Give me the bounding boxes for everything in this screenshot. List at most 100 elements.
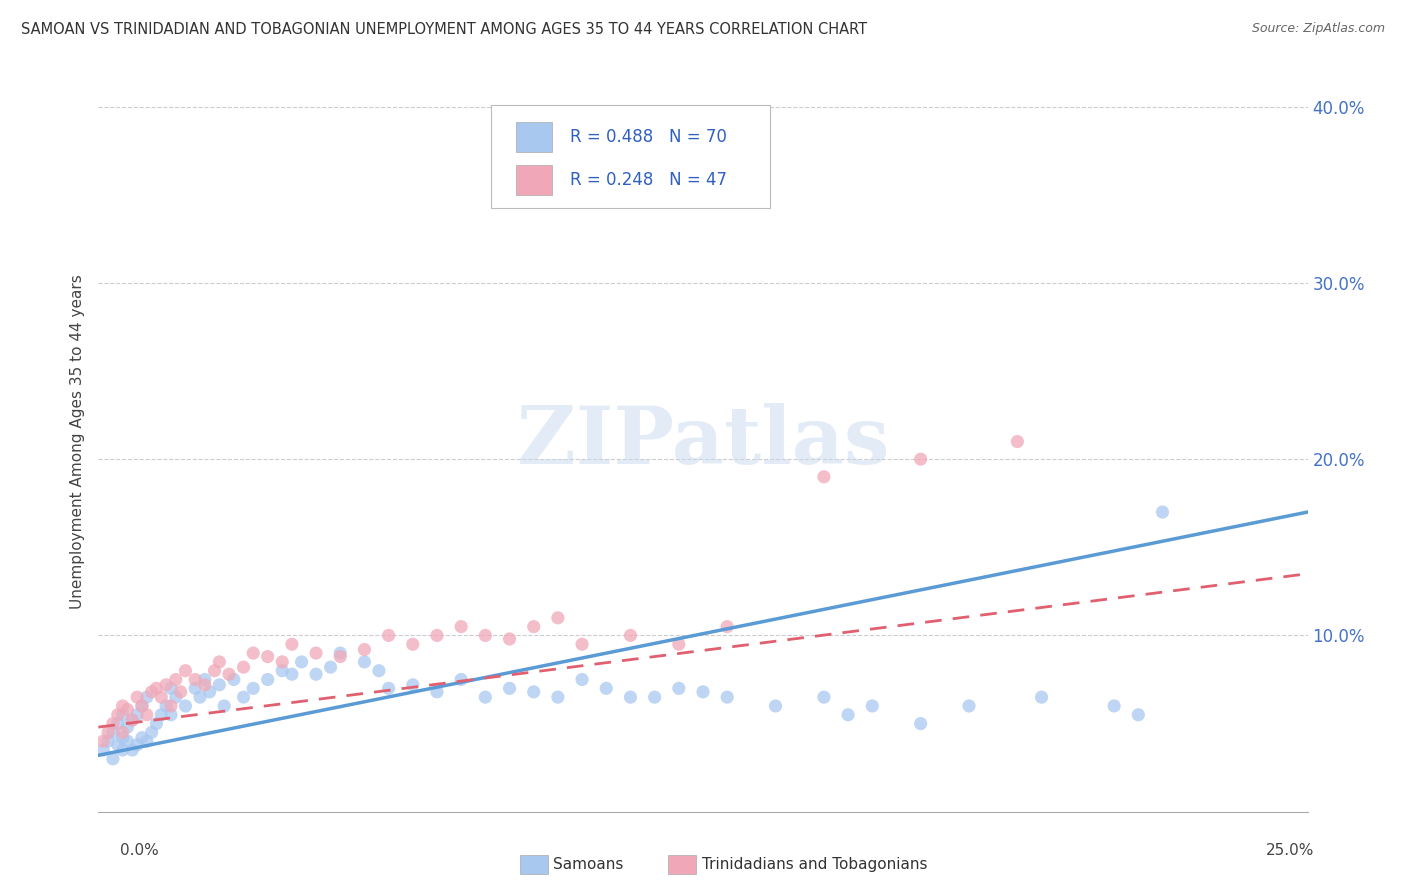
Point	[91, 743, 114, 757]
Point	[131, 698, 153, 713]
Point	[765, 698, 787, 713]
Point	[204, 664, 226, 678]
Point	[121, 713, 143, 727]
Point	[184, 673, 207, 687]
Point	[547, 611, 569, 625]
Point	[107, 738, 129, 752]
Point	[117, 720, 139, 734]
Point	[426, 628, 449, 642]
Point	[160, 681, 183, 696]
Point	[402, 637, 425, 651]
Point	[107, 716, 129, 731]
Text: SAMOAN VS TRINIDADIAN AND TOBAGONIAN UNEMPLOYMENT AMONG AGES 35 TO 44 YEARS CORR: SAMOAN VS TRINIDADIAN AND TOBAGONIAN UNE…	[21, 22, 868, 37]
Point	[194, 673, 217, 687]
Point	[121, 713, 143, 727]
Point	[150, 707, 173, 722]
Point	[150, 690, 173, 705]
Point	[208, 655, 231, 669]
Point	[184, 681, 207, 696]
Point	[111, 707, 134, 722]
Point	[1102, 698, 1125, 713]
Point	[165, 673, 187, 687]
Point	[91, 734, 114, 748]
Point	[188, 690, 211, 705]
Point	[242, 681, 264, 696]
Point	[101, 752, 124, 766]
Text: R = 0.488   N = 70: R = 0.488 N = 70	[569, 128, 727, 146]
Point	[498, 681, 520, 696]
Point	[571, 673, 593, 687]
Point	[319, 660, 342, 674]
Point	[169, 685, 191, 699]
Point	[837, 707, 859, 722]
Point	[450, 619, 472, 633]
Point	[619, 690, 641, 705]
Point	[353, 655, 375, 669]
Point	[426, 685, 449, 699]
Point	[107, 707, 129, 722]
Point	[174, 664, 197, 678]
Point	[716, 690, 738, 705]
Point	[1031, 690, 1053, 705]
Point	[111, 731, 134, 745]
Point	[813, 690, 835, 705]
Point	[131, 731, 153, 745]
Point	[813, 470, 835, 484]
Point	[595, 681, 617, 696]
Point	[135, 690, 157, 705]
Point	[1007, 434, 1029, 449]
Point	[353, 642, 375, 657]
Point	[860, 698, 883, 713]
Bar	[516, 165, 551, 195]
Text: Trinidadians and Tobagonians: Trinidadians and Tobagonians	[702, 857, 927, 871]
Point	[523, 619, 546, 633]
Point	[242, 646, 264, 660]
Point	[127, 690, 149, 705]
Point	[271, 655, 294, 669]
Point	[498, 632, 520, 646]
Point	[198, 685, 221, 699]
Point	[218, 667, 240, 681]
Point	[271, 664, 294, 678]
Text: 0.0%: 0.0%	[120, 843, 159, 858]
Point	[101, 716, 124, 731]
Point	[668, 637, 690, 651]
Point	[97, 725, 120, 739]
Point	[97, 734, 120, 748]
Point	[111, 743, 134, 757]
Point	[692, 685, 714, 699]
Point	[305, 646, 328, 660]
Y-axis label: Unemployment Among Ages 35 to 44 years: Unemployment Among Ages 35 to 44 years	[69, 274, 84, 609]
Point	[117, 734, 139, 748]
Point	[281, 637, 304, 651]
Point	[117, 702, 139, 716]
Point	[305, 667, 328, 681]
Point	[329, 649, 352, 664]
Point	[368, 664, 391, 678]
Point	[329, 646, 352, 660]
Point	[619, 628, 641, 642]
Point	[474, 690, 496, 705]
FancyBboxPatch shape	[492, 104, 769, 209]
Point	[668, 681, 690, 696]
Text: 25.0%: 25.0%	[1267, 843, 1315, 858]
Point	[135, 734, 157, 748]
Point	[127, 738, 149, 752]
Text: Samoans: Samoans	[553, 857, 623, 871]
Point	[402, 678, 425, 692]
Text: ZIPatlas: ZIPatlas	[517, 402, 889, 481]
Text: Source: ZipAtlas.com: Source: ZipAtlas.com	[1251, 22, 1385, 36]
Text: R = 0.248   N = 47: R = 0.248 N = 47	[569, 171, 727, 189]
Point	[1128, 707, 1150, 722]
Point	[208, 678, 231, 692]
Point	[222, 673, 245, 687]
Point	[571, 637, 593, 651]
Point	[101, 725, 124, 739]
Point	[194, 678, 217, 692]
Point	[111, 698, 134, 713]
Point	[155, 698, 177, 713]
Point	[910, 716, 932, 731]
Point	[131, 698, 153, 713]
Bar	[516, 122, 551, 152]
Point	[957, 698, 980, 713]
